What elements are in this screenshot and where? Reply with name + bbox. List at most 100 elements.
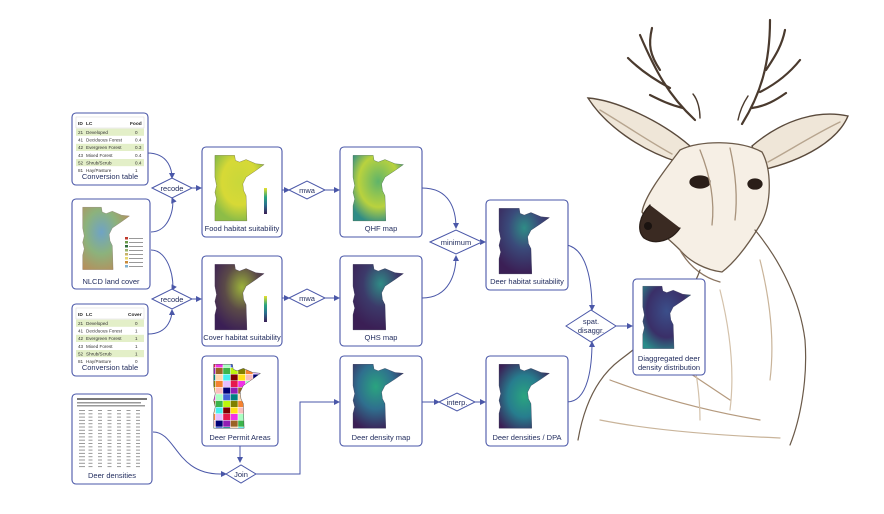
deer-illustration [577, 18, 849, 446]
table-cell: Shrub/Scrub [86, 351, 112, 356]
table-row [76, 128, 144, 136]
op-interp: interp. [437, 392, 477, 412]
table-row [76, 334, 144, 342]
table-cell: Deciduous Forest [86, 329, 123, 334]
edge-nlcd-to-recode-food [150, 197, 177, 233]
deer-densities-document [77, 398, 147, 468]
table-cell: 0 [135, 130, 138, 135]
table-cell: 1 [135, 336, 138, 341]
table-header-value: Cover [128, 312, 142, 318]
op-label: mwa [299, 186, 316, 195]
table-row [76, 357, 144, 365]
table-cell: Mixed Forest [86, 153, 113, 158]
deer-ears [586, 97, 849, 171]
op-mwa-cover: mwa [287, 288, 327, 308]
node-conversion-table-food: ID LC Food 21 Developed 0 41 Deciduous Fores… [71, 112, 149, 186]
node-caption: Food habitat suitability [205, 224, 280, 233]
table-cell: 42 [78, 336, 84, 341]
node-qhs-map: QHS map [339, 255, 423, 347]
table-cell: 43 [78, 344, 84, 349]
table-cell: Hay/Pasture [86, 359, 112, 364]
edge-dhs-to-spat [566, 244, 595, 311]
node-caption-line1: Diaggregated deer [638, 354, 701, 363]
table-cell: Evergreen Forest [86, 145, 122, 150]
op-join: Join [225, 464, 257, 484]
node-caption: Deer density map [352, 433, 411, 442]
table-row [76, 327, 144, 335]
table-header-value: Food [130, 121, 142, 127]
op-label: recode [161, 184, 184, 193]
table-cell: 0.4 [135, 153, 142, 158]
node-disaggregated-density: Diaggregated deer density distribution [632, 278, 706, 376]
op-label-line2: disaggr. [578, 326, 604, 335]
node-cover-habitat-suitability: Cover habitat suitability [201, 255, 283, 347]
node-deer-density-map: Deer density map [339, 355, 423, 447]
table-cell: Evergreen Forest [86, 336, 122, 341]
op-label: minimum [441, 238, 471, 247]
edge-join-to-density-map [256, 399, 340, 475]
table-row [76, 342, 144, 350]
table-cell: Mixed Forest [86, 344, 113, 349]
node-deer-densities: Deer densities [71, 393, 153, 485]
table-header-id: ID [78, 121, 83, 127]
table-cell: 81 [78, 359, 84, 364]
edge-qhs-to-minimum [421, 255, 459, 299]
table-row [76, 166, 144, 174]
node-caption: Deer densities / DPA [492, 433, 561, 442]
edge-table-cover-to-recode [147, 309, 175, 335]
table-cell: 52 [78, 160, 84, 165]
op-label: interp. [447, 398, 468, 407]
node-caption: Conversion table [82, 363, 138, 372]
deer-antlers [626, 18, 802, 126]
node-caption: Cover habitat suitability [203, 333, 281, 342]
table-cell: 1 [135, 168, 138, 173]
node-food-habitat-suitability: Food habitat suitability [201, 146, 283, 238]
table-rows: 21 Developed 0 41 Deciduous Forest 1 42 Evergre… [76, 319, 144, 365]
op-minimum: minimum [428, 229, 484, 255]
table-header-id: ID [78, 312, 83, 318]
table-cell: Deciduous Forest [86, 138, 123, 143]
table-cell: Developed [86, 321, 108, 326]
edge-qhf-to-minimum [421, 187, 459, 229]
node-caption: Deer Permit Areas [209, 433, 271, 442]
table-row [76, 350, 144, 358]
node-qhf-map: QHF map [339, 146, 423, 238]
node-nlcd-land-cover: NLCD land cover [71, 198, 151, 290]
node-deer-habitat-suitability: Deer habitat suitability [485, 199, 569, 291]
node-deer-densities-dpa: Deer densities / DPA [485, 355, 569, 447]
table-cell: 0 [135, 359, 138, 364]
table-row [76, 136, 144, 144]
node-caption: Deer densities [88, 471, 136, 480]
color-legend [264, 188, 267, 214]
node-caption-line2: density distribution [638, 363, 700, 372]
table-cell: 41 [78, 329, 84, 334]
table-cell: 43 [78, 153, 84, 158]
color-legend [264, 296, 267, 322]
table-cell: 0.4 [135, 138, 142, 143]
nlcd-legend [125, 237, 143, 268]
table-header-lc: LC [86, 312, 93, 318]
node-caption: QHF map [365, 224, 398, 233]
table-rows: 21 Developed 0 41 Deciduous Forest 0.4 42 Everg… [76, 128, 144, 174]
table-cell: 41 [78, 138, 84, 143]
table-cell: 81 [78, 168, 84, 173]
op-label-line1: spat. [583, 317, 599, 326]
node-caption: Conversion table [82, 172, 138, 181]
node-deer-permit-areas: Deer Permit Areas [201, 355, 279, 447]
table-header-lc: LC [86, 121, 93, 127]
op-spat-disaggr: spat. disaggr. [565, 309, 617, 343]
table-row [76, 159, 144, 167]
op-mwa-food: mwa [287, 180, 327, 200]
table-cell: 1 [135, 344, 138, 349]
table-cell: 21 [78, 321, 84, 326]
op-label: Join [234, 470, 248, 479]
op-label: mwa [299, 294, 316, 303]
op-recode-food: recode [150, 177, 194, 199]
node-caption: NLCD land cover [82, 277, 140, 286]
op-label: recode [161, 295, 184, 304]
op-recode-cover: recode [150, 288, 194, 310]
table-cell: 42 [78, 145, 84, 150]
deer-head [639, 142, 770, 283]
table-cell: 0.4 [135, 160, 142, 165]
